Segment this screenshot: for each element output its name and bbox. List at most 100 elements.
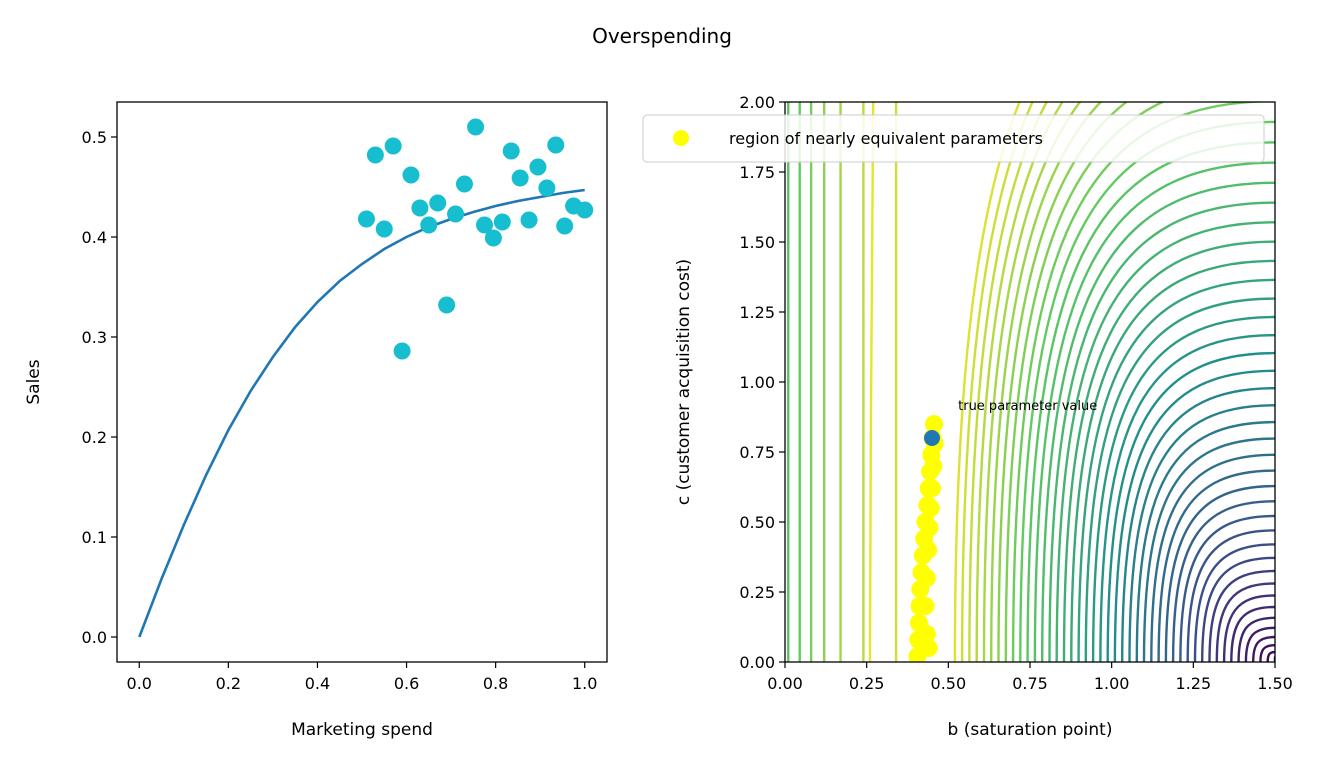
contour-line — [1091, 315, 1275, 662]
region-point — [924, 415, 943, 433]
right-x-tick-label: 0.50 — [931, 674, 967, 693]
contour-line — [1208, 569, 1275, 662]
contour-line — [1128, 404, 1275, 662]
right-x-tick-label: 0.00 — [767, 674, 803, 693]
data-point — [357, 210, 375, 228]
data-point — [484, 229, 502, 247]
contour-line — [1244, 626, 1275, 662]
right-y-ticks: 0.00 0.25 0.50 0.75 1.00 1.25 1.50 1.75 2.00 — [739, 93, 785, 672]
data-point — [502, 142, 520, 160]
region-point — [917, 569, 936, 587]
data-point — [529, 158, 547, 176]
left-y-tick-label: 0.0 — [82, 628, 107, 647]
contour-line — [1193, 543, 1275, 662]
right-plot-frame — [784, 101, 1276, 663]
region-point — [921, 499, 940, 517]
right-x-ticks: 0.00 0.25 0.50 0.75 1.00 1.25 1.50 — [767, 662, 1293, 693]
contour-line — [1157, 469, 1275, 662]
contour-line — [1164, 484, 1275, 662]
left-y-tick-label: 0.2 — [82, 428, 107, 447]
left-y-tick-label: 0.4 — [82, 228, 107, 247]
right-x-tick-label: 0.75 — [1012, 674, 1048, 693]
data-point — [538, 179, 556, 197]
contour-line — [1135, 420, 1275, 662]
data-point — [511, 169, 529, 187]
right-y-tick-label: 1.00 — [739, 373, 775, 392]
contour-line — [1230, 605, 1275, 662]
right-y-tick-label: 0.25 — [739, 583, 775, 602]
right-panel: true parameter value 0.00 0.25 0.50 0.75 1.0… — [642, 93, 1293, 740]
left-x-tick-label: 0.2 — [216, 674, 241, 693]
right-y-tick-label: 0.00 — [739, 653, 775, 672]
legend: region of nearly equivalent parameters — [642, 114, 1265, 163]
region-point — [924, 457, 943, 475]
contour-line — [1041, 181, 1275, 662]
contour-line — [1106, 351, 1275, 662]
data-point — [455, 175, 473, 193]
right-y-tick-label: 1.75 — [739, 163, 775, 182]
data-point — [375, 220, 393, 238]
region-point — [920, 518, 939, 537]
left-y-axis-label: Sales — [24, 359, 44, 404]
left-y-tick-label: 0.5 — [82, 128, 107, 147]
region-point — [917, 625, 936, 643]
right-y-tick-label: 0.50 — [739, 513, 775, 532]
left-x-tick-label: 1.0 — [572, 674, 597, 693]
left-x-tick-label: 0.6 — [394, 674, 419, 693]
contour-line — [997, 102, 1129, 662]
right-y-tick-label: 1.25 — [739, 303, 775, 322]
contour-line — [1252, 635, 1275, 662]
data-point — [493, 213, 511, 231]
true-parameter-annotation: true parameter value — [958, 399, 1097, 414]
contour-line — [1084, 297, 1275, 662]
contour-line — [1033, 161, 1275, 662]
left-plot-frame — [116, 101, 608, 663]
fitted-curve — [138, 188, 585, 638]
left-y-tick-label: 0.1 — [82, 528, 107, 547]
contour-line — [990, 102, 1103, 662]
right-x-tick-label: 0.25 — [849, 674, 885, 693]
contour-line — [1179, 514, 1275, 662]
contour-line — [1113, 369, 1275, 662]
contour-line — [1070, 259, 1275, 662]
contour-line — [1077, 278, 1275, 662]
contour-line — [1259, 644, 1275, 662]
contour-line — [1048, 201, 1275, 662]
region-point — [919, 639, 938, 657]
data-point — [576, 201, 594, 219]
data-point — [366, 146, 384, 164]
data-point — [476, 216, 493, 234]
right-y-axis-label: c (customer acquisition cost) — [674, 259, 694, 505]
contour-line — [1011, 102, 1275, 662]
right-x-tick-label: 1.00 — [1094, 674, 1130, 693]
data-point — [420, 216, 438, 234]
contour-line — [953, 102, 1021, 662]
contour-line — [1171, 500, 1275, 662]
left-x-ticks: 0.0 0.2 0.4 0.6 0.8 1.0 — [127, 662, 597, 693]
data-point — [556, 217, 574, 235]
left-x-tick-label: 0.8 — [483, 674, 508, 693]
right-y-tick-label: 1.50 — [739, 233, 775, 252]
contour-line — [1142, 437, 1275, 662]
data-point — [429, 194, 447, 212]
data-point — [438, 296, 456, 314]
right-x-axis-label: b (saturation point) — [948, 720, 1113, 740]
data-point — [393, 342, 411, 360]
contour-line — [1222, 594, 1275, 662]
contour-line — [1186, 529, 1275, 662]
left-x-tick-label: 0.0 — [127, 674, 152, 693]
equivalent-parameter-region — [908, 415, 944, 662]
region-point — [916, 597, 935, 615]
left-y-tick-label: 0.3 — [82, 328, 107, 347]
left-x-axis-label: Marketing spend — [291, 720, 433, 740]
contour-line — [868, 102, 875, 662]
contour-lines — [787, 102, 1275, 662]
legend-label: region of nearly equivalent parameters — [729, 129, 1043, 148]
contour-line — [1266, 650, 1275, 662]
figure-title: Overspending — [592, 24, 732, 48]
contour-line — [1237, 616, 1275, 662]
contour-line — [1121, 387, 1275, 662]
data-point — [384, 137, 402, 155]
data-point — [467, 118, 485, 136]
